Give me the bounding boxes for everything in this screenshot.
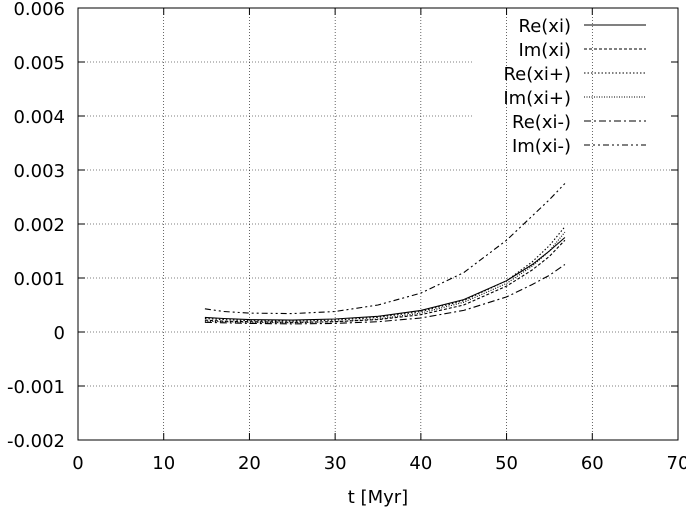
x-tick-label: 30	[324, 453, 347, 474]
y-tick-label: 0.003	[13, 161, 65, 182]
series-line-4	[204, 231, 566, 324]
y-tick-label: 0.002	[13, 215, 65, 236]
y-tick-labels: -0.002 -0.001 0 0.001 0.002 0.003 0.004 0.005 0.…	[7, 0, 65, 452]
series-line-3	[204, 226, 566, 322]
x-tick-label: 50	[495, 453, 518, 474]
grid-lines	[78, 8, 678, 440]
x-tick-label: 20	[238, 453, 261, 474]
legend-label: Im(xi-)	[512, 136, 571, 157]
y-tick-label: -0.001	[7, 377, 65, 398]
legend: Re(xi) Im(xi) Re(xi+) Im(xi+) Re(xi-) Im(xi-)	[503, 16, 646, 157]
legend-label: Im(xi+)	[503, 88, 571, 109]
series-lines	[204, 183, 566, 325]
y-tick-label: 0.005	[13, 53, 65, 74]
x-tick-label: 40	[409, 453, 432, 474]
x-tick-label: 0	[72, 453, 83, 474]
legend-label: Re(xi+)	[503, 64, 571, 85]
y-tick-label: 0.006	[13, 0, 65, 20]
x-axis-label: t [Myr]	[348, 487, 408, 508]
x-tick-labels: 0 10 20 30 40 50 60 70	[72, 453, 686, 474]
y-tick-label: 0	[54, 323, 65, 344]
y-tick-label: 0.004	[13, 107, 65, 128]
series-line-1	[204, 237, 566, 321]
y-tick-label: 0.001	[13, 269, 65, 290]
axis-ticks	[77, 7, 679, 441]
legend-label: Re(xi)	[519, 16, 571, 37]
y-tick-label: -0.002	[7, 431, 65, 452]
series-line-5	[204, 264, 566, 325]
series-line-2	[204, 239, 566, 323]
x-tick-label: 10	[152, 453, 175, 474]
series-line-6	[204, 183, 566, 315]
x-tick-label: 70	[667, 453, 686, 474]
legend-label: Im(xi)	[518, 40, 571, 61]
x-tick-label: 60	[581, 453, 604, 474]
legend-label: Re(xi-)	[512, 112, 571, 133]
